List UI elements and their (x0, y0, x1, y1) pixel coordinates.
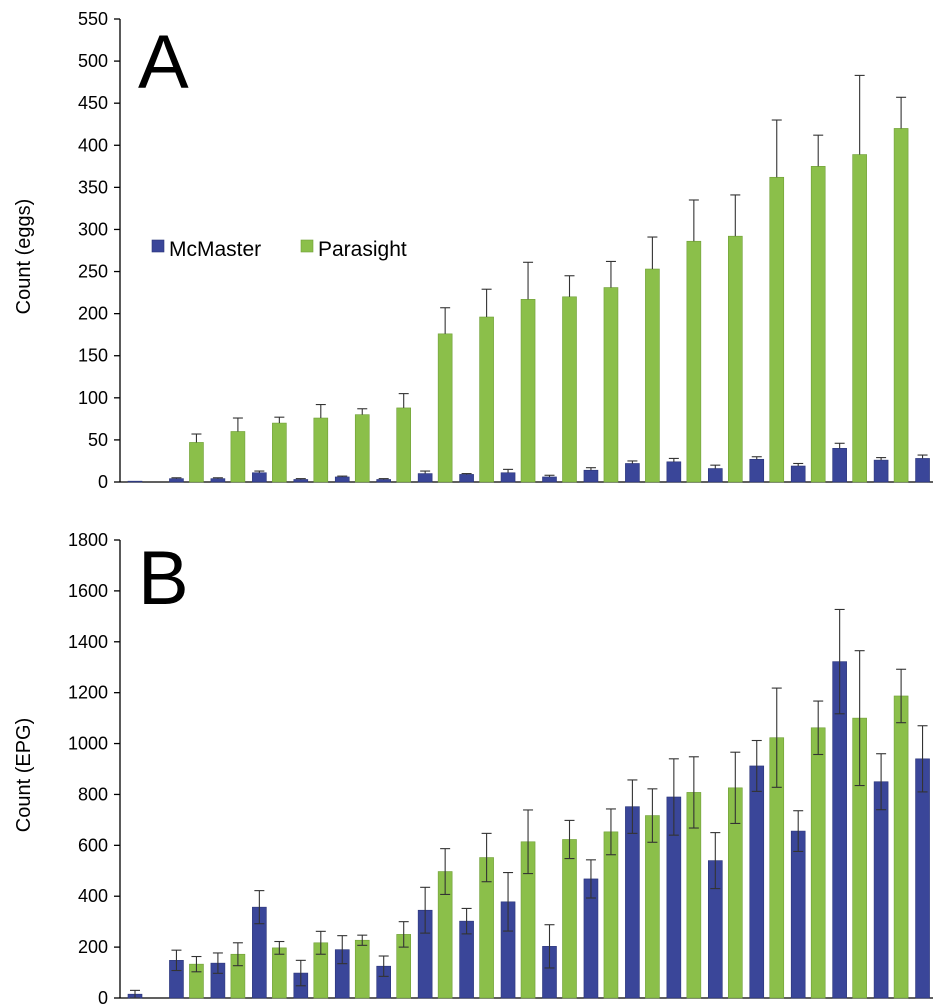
mcmaster-bar (210, 478, 226, 483)
mcmaster-bar (749, 765, 765, 999)
parasight-bar (396, 407, 412, 483)
y-tick-label: 1200 (68, 683, 108, 703)
y-tick-label: 50 (88, 430, 108, 450)
parasight-bar (272, 422, 287, 483)
y-tick-label: 1800 (68, 530, 108, 550)
mcmaster-bar (915, 458, 930, 483)
mcmaster-bar (542, 476, 557, 483)
parasight-legend-swatch (300, 239, 314, 253)
parasight-bar (769, 176, 785, 483)
parasight-bar (686, 240, 702, 483)
mcmaster-bar (873, 781, 889, 999)
parasight-bar (230, 431, 246, 483)
mcmaster-bar (583, 469, 599, 483)
parasight-bar (727, 235, 743, 483)
parasight-bar (645, 268, 660, 483)
parasight-bar (189, 442, 204, 483)
panel-b: 0 200 400 600 800 1000 1200 1400 1600 1800 Count (… (13, 530, 933, 1006)
mcmaster-bar (500, 472, 516, 483)
y-axis-title: Count (eggs) (13, 199, 35, 315)
mcmaster-bar (127, 480, 143, 483)
legend: McMaster Parasight (151, 238, 407, 261)
mcmaster-bar (459, 474, 474, 483)
mcmaster-bar (293, 479, 309, 483)
y-tick-label: 400 (78, 886, 108, 906)
mcmaster-bar (334, 476, 350, 483)
mcmaster-bar (790, 465, 806, 483)
y-axis-title: Count (EPG) (13, 718, 35, 832)
mcmaster-bar (915, 758, 930, 999)
panel-label: B (138, 536, 189, 621)
mcmaster-legend-label: McMaster (169, 238, 261, 261)
mcmaster-bar (169, 478, 184, 483)
parasight-bar (893, 695, 909, 999)
mcmaster-bar (252, 472, 267, 483)
parasight-bar (893, 128, 909, 483)
y-tick-label: 400 (78, 135, 108, 155)
parasight-bar (810, 727, 826, 999)
parasight-bar (479, 316, 494, 483)
mcmaster-bar (707, 468, 723, 483)
y-tick-label: 500 (78, 51, 108, 71)
parasight-bar (272, 947, 287, 999)
parasight-bar (645, 815, 660, 999)
mcmaster-bar (832, 448, 847, 483)
mcmaster-bar (417, 473, 433, 483)
y-tick-label: 550 (78, 9, 108, 29)
mcmaster-bar (873, 459, 889, 483)
mcmaster-bar (749, 458, 765, 483)
parasight-bar (562, 839, 577, 999)
panel-label: A (138, 20, 189, 105)
y-tick-label: 1600 (68, 581, 108, 601)
y-tick-label: 350 (78, 177, 108, 197)
parasight-bar (313, 417, 329, 483)
y-tick-label: 150 (78, 346, 108, 366)
y-tick-label: 100 (78, 388, 108, 408)
mcmaster-bar (376, 479, 392, 483)
y-tick-label: 250 (78, 262, 108, 282)
y-tick-label: 1000 (68, 734, 108, 754)
y-tick-label: 800 (78, 784, 108, 804)
parasight-bar (437, 333, 453, 483)
y-tick-label: 0 (98, 472, 108, 492)
y-tick-label: 600 (78, 835, 108, 855)
parasight-bar (603, 287, 619, 483)
panel-a: 0 50 100 150 200 250 300 350 400 450 500 550 Count (… (13, 9, 933, 492)
parasight-bar (354, 939, 370, 999)
parasight-legend-label: Parasight (318, 238, 407, 261)
mcmaster-bar (625, 463, 640, 483)
mcmaster-bar (625, 806, 640, 999)
y-tick-label: 200 (78, 937, 108, 957)
parasight-bar (354, 414, 370, 483)
y-tick-label: 450 (78, 93, 108, 113)
y-tick-label: 0 (98, 988, 108, 1006)
parasight-bar (810, 166, 826, 483)
parasight-bar (562, 296, 577, 483)
mcmaster-bar (790, 830, 806, 999)
y-tick-label: 300 (78, 219, 108, 239)
y-tick-label: 1400 (68, 632, 108, 652)
mcmaster-legend-swatch (151, 239, 165, 253)
parasight-bar (852, 154, 867, 483)
mcmaster-bar (666, 461, 682, 483)
parasight-bar (520, 299, 536, 483)
y-tick-label: 200 (78, 304, 108, 324)
parasight-bar (603, 831, 619, 999)
